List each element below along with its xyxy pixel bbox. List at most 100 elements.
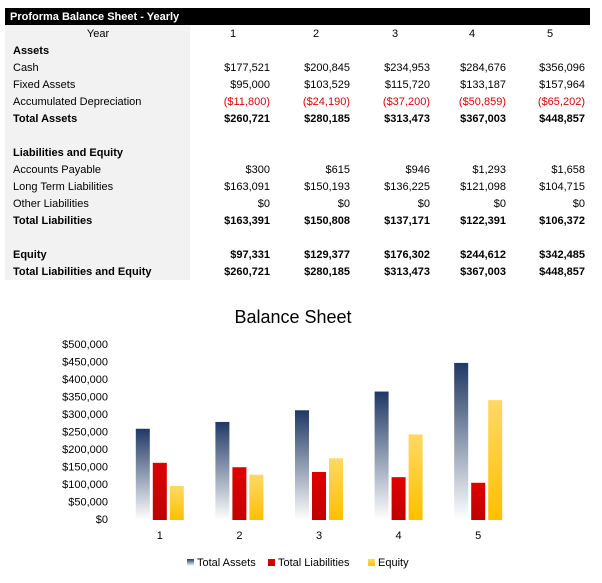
cell: ($11,800)	[224, 96, 270, 108]
y-tick-label: $450,000	[62, 356, 108, 368]
cell: $150,808	[304, 215, 350, 227]
cell: $1,658	[551, 164, 585, 176]
cell: $0	[418, 198, 430, 210]
cell: $176,302	[384, 249, 430, 261]
cell: $133,187	[460, 79, 506, 91]
x-tick-label: 2	[236, 530, 242, 542]
bar	[454, 362, 469, 520]
y-tick-label: $400,000	[62, 374, 108, 386]
x-tick-label: 4	[396, 530, 402, 542]
row-label: Cash	[13, 62, 39, 74]
cell: $1,293	[472, 164, 506, 176]
cell: $260,721	[224, 113, 270, 125]
header-cell: 3	[392, 28, 398, 40]
cell: $284,676	[460, 62, 506, 74]
cell: $356,096	[539, 62, 585, 74]
cell: $342,485	[539, 249, 585, 261]
bar	[249, 474, 264, 520]
bar	[312, 471, 326, 520]
cell: $260,721	[224, 266, 270, 278]
x-tick-label: 1	[157, 530, 163, 542]
y-tick-label: $300,000	[62, 409, 108, 421]
row-label: Accounts Payable	[13, 164, 101, 176]
cell: $280,185	[304, 113, 350, 125]
y-tick-label: $250,000	[62, 426, 108, 438]
legend-swatch	[368, 559, 375, 566]
bar	[408, 434, 423, 520]
cell: $448,857	[539, 113, 585, 125]
y-tick-label: $100,000	[62, 479, 108, 491]
cell: $163,391	[224, 215, 270, 227]
header-cell: 1	[230, 28, 236, 40]
bar	[295, 410, 309, 520]
cell: $615	[326, 164, 350, 176]
cell: $129,377	[304, 249, 350, 261]
legend-label: Total Liabilities	[278, 557, 350, 569]
cell: $367,003	[460, 113, 506, 125]
y-tick-label: $200,000	[62, 444, 108, 456]
cell: $163,091	[224, 181, 270, 193]
y-tick-label: $500,000	[62, 339, 108, 351]
bar	[488, 400, 503, 520]
legend-swatch	[268, 559, 275, 566]
row-label: Equity	[13, 249, 47, 261]
cell: ($37,200)	[383, 96, 430, 108]
cell: $150,193	[304, 181, 350, 193]
row-label: Total Assets	[13, 113, 77, 125]
cell: ($24,190)	[303, 96, 350, 108]
cell: $367,003	[460, 266, 506, 278]
cell: $234,953	[384, 62, 430, 74]
bar	[135, 428, 150, 520]
cell: $137,171	[384, 215, 430, 227]
legend-swatch	[187, 559, 194, 566]
row-label: Assets	[13, 45, 49, 57]
bar	[391, 477, 406, 520]
row-label: Fixed Assets	[13, 79, 76, 91]
x-tick-label: 3	[316, 530, 322, 542]
cell: $103,529	[304, 79, 350, 91]
cell: $95,000	[230, 79, 270, 91]
cell: $244,612	[460, 249, 506, 261]
bar	[471, 482, 486, 520]
cell: $280,185	[304, 266, 350, 278]
cell: $0	[258, 198, 270, 210]
cell: $136,225	[384, 181, 430, 193]
cell: $0	[338, 198, 350, 210]
cell: $122,391	[460, 215, 506, 227]
y-tick-label: $150,000	[62, 461, 108, 473]
row-label: Other Liabilities	[13, 198, 89, 210]
cell: $177,521	[224, 62, 270, 74]
bar	[374, 391, 389, 520]
header-cell: Year	[87, 28, 110, 40]
cell: $115,720	[385, 79, 430, 91]
cell: $106,372	[539, 215, 585, 227]
cell: $200,845	[304, 62, 350, 74]
header-cell: 2	[313, 28, 319, 40]
cell: $946	[406, 164, 430, 176]
row-label: Liabilities and Equity	[13, 147, 124, 159]
y-tick-label: $350,000	[62, 391, 108, 403]
bar	[329, 458, 343, 520]
cell: $0	[573, 198, 585, 210]
legend-label: Total Assets	[197, 557, 256, 569]
cell: $104,715	[539, 181, 585, 193]
label-column	[5, 25, 190, 280]
row-label: Accumulated Depreciation	[13, 96, 141, 108]
row-label: Long Term Liabilities	[13, 181, 114, 193]
bar	[215, 421, 230, 520]
bar	[152, 462, 167, 520]
cell: $157,964	[539, 79, 585, 91]
bar	[232, 467, 247, 520]
title-bar	[5, 8, 590, 25]
x-tick-label: 5	[475, 530, 481, 542]
y-tick-label: $0	[96, 514, 108, 526]
cell: $0	[494, 198, 506, 210]
row-label: Total Liabilities and Equity	[13, 266, 152, 278]
bar	[169, 485, 184, 520]
row-label: Total Liabilities	[13, 215, 92, 227]
table-title: Proforma Balance Sheet - Yearly	[10, 11, 180, 23]
y-tick-label: $50,000	[68, 496, 108, 508]
cell: $300	[246, 164, 270, 176]
cell: $448,857	[539, 266, 585, 278]
